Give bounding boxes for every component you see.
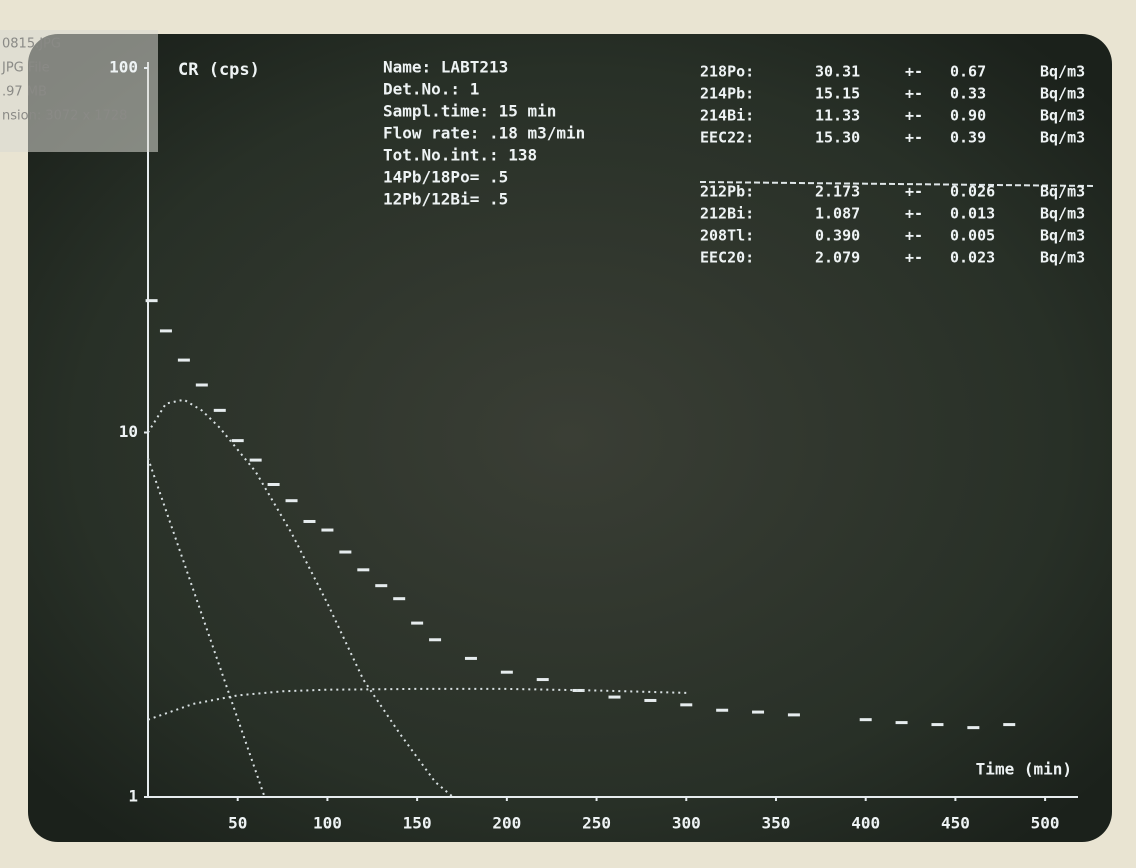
data-point [537, 678, 549, 681]
result-cell: +- [905, 205, 923, 223]
result-cell: 0.026 [950, 183, 995, 201]
data-point [896, 721, 908, 724]
result-cell: 218Po: [700, 63, 754, 81]
result-cell: 0.013 [950, 205, 995, 223]
x-tick-label: 150 [403, 814, 432, 833]
data-point [178, 359, 190, 362]
data-point [286, 499, 298, 502]
result-cell: 30.31 [815, 63, 860, 81]
result-cell: EEC22: [700, 129, 754, 147]
x-tick-label: 300 [672, 814, 701, 833]
info-line: Tot.No.int.: 138 [383, 146, 537, 165]
result-cell: +- [905, 227, 923, 245]
tooltip-line: 0815.JPG [2, 37, 61, 52]
crt-screen [28, 34, 1112, 842]
result-cell: 15.15 [815, 85, 860, 103]
result-cell: 208Tl: [700, 227, 754, 245]
result-cell: Bq/m3 [1040, 107, 1085, 125]
data-point [931, 723, 943, 726]
result-cell: Bq/m3 [1040, 85, 1085, 103]
data-point [411, 622, 423, 625]
data-point [250, 459, 262, 462]
result-cell: 0.33 [950, 85, 986, 103]
data-point [465, 657, 477, 660]
result-cell: Bq/m3 [1040, 129, 1085, 147]
result-cell: 2.079 [815, 249, 860, 267]
info-line: Flow rate: .18 m3/min [383, 124, 585, 143]
result-cell: 212Bi: [700, 205, 754, 223]
data-point [339, 551, 351, 554]
y-tick-label: 100 [109, 58, 138, 77]
data-point [196, 383, 208, 386]
result-cell: 0.90 [950, 107, 986, 125]
data-point [644, 699, 656, 702]
info-line: Name: LABT213 [383, 58, 508, 77]
data-point [232, 439, 244, 442]
tooltip-line: .97 MB [2, 85, 47, 100]
result-cell: Bq/m3 [1040, 227, 1085, 245]
data-point [393, 597, 405, 600]
x-tick-label: 400 [851, 814, 880, 833]
result-cell: 0.390 [815, 227, 860, 245]
x-tick-label: 450 [941, 814, 970, 833]
data-point [146, 299, 158, 302]
y-tick-label: 10 [119, 422, 138, 441]
data-point [788, 713, 800, 716]
result-cell: 0.023 [950, 249, 995, 267]
result-cell: Bq/m3 [1040, 183, 1085, 201]
x-axis-title: Time (min) [976, 760, 1072, 779]
x-tick-label: 200 [492, 814, 521, 833]
data-point [967, 726, 979, 729]
result-cell: Bq/m3 [1040, 63, 1085, 81]
result-cell: 214Bi: [700, 107, 754, 125]
info-line: Det.No.: 1 [383, 80, 479, 99]
tooltip-line: JPG File [1, 61, 50, 76]
data-point [214, 409, 226, 412]
result-cell: +- [905, 85, 923, 103]
data-point [160, 329, 172, 332]
result-cell: +- [905, 63, 923, 81]
result-cell: 1.087 [815, 205, 860, 223]
data-point [501, 671, 513, 674]
result-cell: +- [905, 129, 923, 147]
screen-photo: CR (cps) Time (min) 1 10 100 50 100 150 200 250… [0, 0, 1136, 868]
result-cell: +- [905, 183, 923, 201]
result-cell: 11.33 [815, 107, 860, 125]
data-point [716, 709, 728, 712]
y-tick-label: 1 [128, 787, 138, 806]
data-point [680, 703, 692, 706]
result-cell: +- [905, 107, 923, 125]
x-tick-label: 100 [313, 814, 342, 833]
data-point [1003, 723, 1015, 726]
data-point [375, 584, 387, 587]
x-tick-label: 350 [762, 814, 791, 833]
x-tick-label: 500 [1031, 814, 1060, 833]
x-tick-label: 50 [228, 814, 247, 833]
info-line: 12Pb/12Bi= .5 [383, 190, 508, 209]
data-point [752, 711, 764, 714]
result-cell: 214Pb: [700, 85, 754, 103]
result-cell: Bq/m3 [1040, 205, 1085, 223]
x-tick-label: 250 [582, 814, 611, 833]
tooltip-line: nsion: 3072 x 1728 [2, 109, 127, 124]
data-point [860, 718, 872, 721]
result-cell: 0.67 [950, 63, 986, 81]
result-cell: EEC20: [700, 249, 754, 267]
info-line: 14Pb/18Po= .5 [383, 168, 508, 187]
data-point [321, 529, 333, 532]
data-point [268, 483, 280, 486]
result-cell: Bq/m3 [1040, 249, 1085, 267]
data-point [357, 568, 369, 571]
result-cell: 212Pb: [700, 183, 754, 201]
y-axis-title: CR (cps) [178, 60, 260, 80]
result-cell: 0.39 [950, 129, 986, 147]
result-cell: +- [905, 249, 923, 267]
result-cell: 0.005 [950, 227, 995, 245]
info-line: Sampl.time: 15 min [383, 102, 556, 121]
result-cell: 2.173 [815, 183, 860, 201]
data-point [609, 696, 621, 699]
result-cell: 15.30 [815, 129, 860, 147]
data-point [303, 520, 315, 523]
data-point [429, 638, 441, 641]
